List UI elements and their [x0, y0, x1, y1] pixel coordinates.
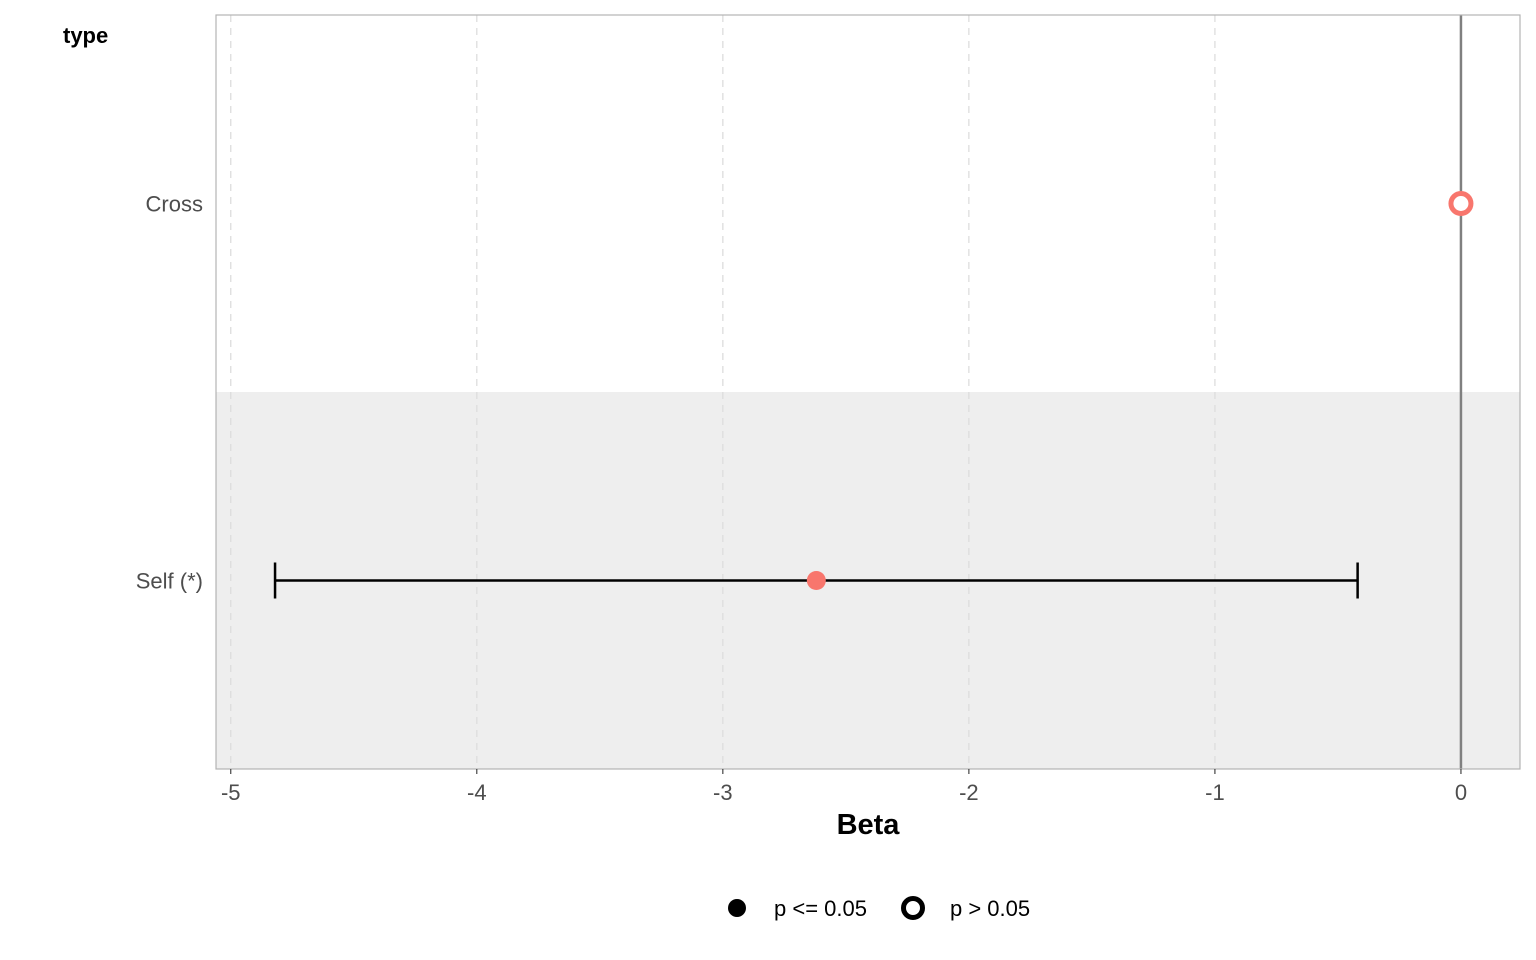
x-tick-label: -1 — [1205, 780, 1225, 805]
x-tick-label: -2 — [959, 780, 979, 805]
legend-open-circle-icon — [901, 896, 925, 920]
legend: p <= 0.05 p > 0.05 — [728, 896, 1030, 921]
legend-label-nonsignificant: p > 0.05 — [950, 896, 1030, 921]
x-tick-label: -5 — [221, 780, 241, 805]
row-header: type — [63, 23, 108, 48]
grid-lines — [230, 15, 1216, 769]
point-nonsignificant — [1448, 191, 1474, 216]
x-axis-labels: -5 -4 -3 -2 -1 0 — [221, 769, 1467, 805]
x-axis-title: Beta — [837, 809, 901, 841]
point-significant — [806, 571, 826, 590]
x-tick-label: 0 — [1455, 780, 1467, 805]
y-tick-label: Self (*) — [136, 569, 203, 594]
y-tick-label: Cross — [146, 192, 203, 217]
y-axis-labels: Cross Self (*) — [136, 192, 203, 594]
band-top — [216, 15, 1520, 392]
panel-border — [215, 14, 1521, 770]
data-marks — [273, 191, 1474, 599]
legend-filled-circle-icon — [728, 899, 746, 917]
plot-panel — [215, 14, 1521, 770]
x-tick-label: -3 — [713, 780, 733, 805]
legend-label-significant: p <= 0.05 — [774, 896, 867, 921]
x-tick-label: -4 — [467, 780, 487, 805]
